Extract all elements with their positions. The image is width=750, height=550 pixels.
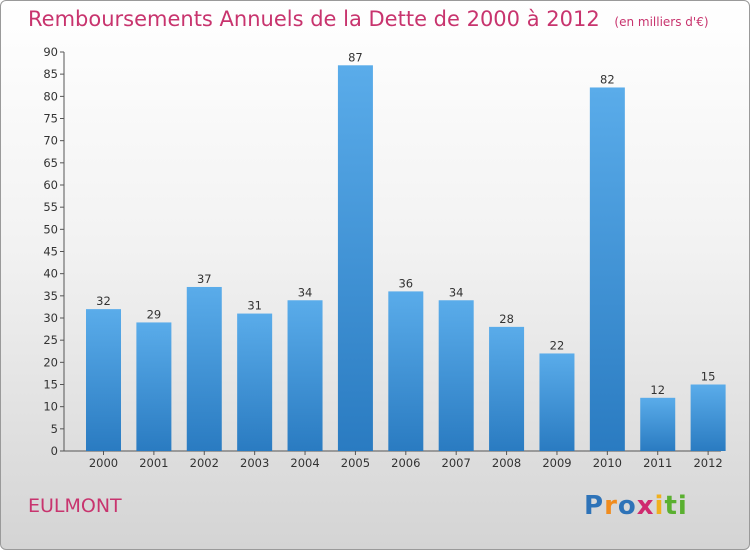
logo-letter: t <box>664 491 678 521</box>
logo-letter: i <box>654 491 665 521</box>
logo-letter: r <box>604 491 618 521</box>
bar-value-label: 28 <box>499 312 514 326</box>
chart-unit: (en milliers d'€) <box>614 15 709 29</box>
y-tick-label: 15 <box>43 378 58 392</box>
y-tick-label: 0 <box>51 444 58 458</box>
y-tick-label: 70 <box>43 134 58 148</box>
bar-2005 <box>337 65 373 452</box>
bar-value-label: 34 <box>298 285 313 299</box>
y-tick-label: 5 <box>51 422 58 436</box>
y-tick-label: 10 <box>43 400 58 414</box>
x-tick-label: 2009 <box>542 456 571 470</box>
bar-2004 <box>287 300 323 451</box>
y-tick-label: 30 <box>43 311 58 325</box>
bar-2000 <box>86 309 121 451</box>
logo-letter: P <box>584 491 605 521</box>
y-tick-label: 35 <box>43 289 58 303</box>
y-tick-label: 90 <box>43 45 58 59</box>
chart-title: Remboursements Annuels de la Dette de 20… <box>28 7 709 31</box>
logo-letter: i <box>677 491 688 521</box>
y-tick-label: 60 <box>43 178 58 192</box>
bar-value-label: 34 <box>449 285 464 299</box>
logo-letter: x <box>636 491 655 521</box>
bar-2008 <box>489 326 525 451</box>
y-tick-label: 80 <box>43 89 58 103</box>
proxiti-logo: Proxiti <box>584 491 688 521</box>
bar-2011 <box>640 397 676 451</box>
x-tick-label: 2001 <box>139 456 168 470</box>
bar-value-label: 22 <box>550 338 565 352</box>
chart-title-text: Remboursements Annuels de la Dette de 20… <box>28 7 600 31</box>
bar-value-label: 31 <box>247 299 262 313</box>
bar-2002 <box>186 286 222 451</box>
x-tick-label: 2004 <box>290 456 319 470</box>
city-name: EULMONT <box>28 495 122 517</box>
y-tick-label: 85 <box>43 67 58 81</box>
bar-value-label: 82 <box>600 72 615 86</box>
logo-letter: o <box>617 491 637 521</box>
y-tick-label: 20 <box>43 355 58 369</box>
bar-2009 <box>539 353 575 451</box>
x-tick-label: 2002 <box>190 456 219 470</box>
y-tick-label: 40 <box>43 267 58 281</box>
x-tick-label: 2007 <box>442 456 471 470</box>
x-tick-label: 2011 <box>643 456 672 470</box>
bar-2007 <box>438 300 474 451</box>
x-tick-label: 2005 <box>341 456 370 470</box>
y-tick-label: 75 <box>43 112 58 126</box>
bar-value-label: 36 <box>398 276 413 290</box>
bar-value-label: 15 <box>701 370 716 384</box>
y-tick-label: 55 <box>43 200 58 214</box>
y-tick-label: 50 <box>43 222 58 236</box>
y-tick-label: 45 <box>43 245 58 259</box>
bar-value-label: 37 <box>197 272 212 286</box>
x-tick-label: 2000 <box>89 456 118 470</box>
x-tick-label: 2012 <box>693 456 722 470</box>
x-tick-label: 2010 <box>593 456 622 470</box>
bar-2003 <box>237 313 273 451</box>
y-tick-label: 65 <box>43 156 58 170</box>
bar-2012 <box>690 384 726 451</box>
y-tick-label: 25 <box>43 333 58 347</box>
x-tick-label: 2008 <box>492 456 521 470</box>
bar-2010 <box>589 87 625 451</box>
bar-2001 <box>136 322 172 451</box>
bar-value-label: 87 <box>348 50 363 64</box>
bar-value-label: 12 <box>650 383 665 397</box>
bar-2006 <box>388 291 424 451</box>
bar-value-label: 29 <box>147 307 162 321</box>
x-tick-label: 2006 <box>391 456 420 470</box>
bar-value-label: 32 <box>96 294 111 308</box>
x-tick-label: 2003 <box>240 456 269 470</box>
